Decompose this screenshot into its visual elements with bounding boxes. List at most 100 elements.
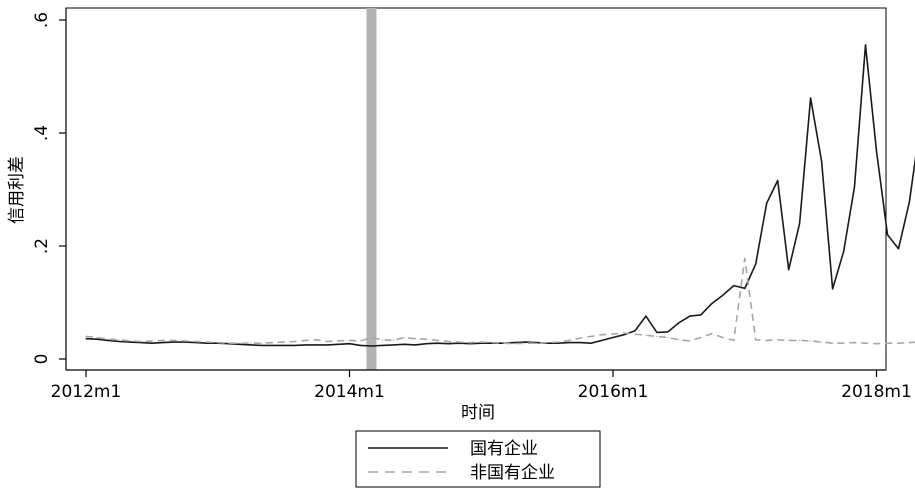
data-point-1-15: [250, 342, 252, 344]
data-point-1-16: [261, 342, 263, 344]
data-point-1-30: [414, 338, 416, 340]
x-tick-label-0: 2012m1: [51, 382, 122, 402]
data-point-0-0: [85, 338, 87, 340]
data-point-0-40: [524, 341, 526, 343]
data-point-1-59: [733, 339, 735, 341]
data-point-0-15: [250, 344, 252, 346]
data-point-1-73: [886, 342, 889, 344]
data-point-1-21: [316, 339, 318, 341]
data-point-0-7: [162, 342, 164, 344]
data-point-0-72: [875, 150, 878, 152]
data-point-1-32: [436, 339, 438, 341]
data-point-0-55: [689, 315, 691, 317]
data-point-0-58: [722, 294, 724, 296]
data-point-0-27: [381, 344, 383, 346]
data-point-1-72: [875, 343, 878, 345]
data-point-0-17: [272, 344, 274, 346]
data-point-0-33: [447, 343, 449, 345]
data-point-0-68: [832, 288, 834, 290]
data-point-1-39: [513, 343, 515, 345]
data-point-0-28: [392, 344, 394, 346]
data-point-1-52: [656, 335, 658, 337]
data-point-0-35: [469, 343, 471, 345]
data-point-0-8: [173, 341, 175, 343]
data-point-0-24: [348, 343, 351, 345]
data-point-0-46: [590, 342, 592, 344]
data-point-1-0: [85, 335, 87, 337]
data-point-0-31: [425, 343, 427, 345]
data-point-1-50: [634, 333, 636, 335]
data-point-1-6: [151, 340, 153, 342]
data-point-0-52: [656, 331, 658, 333]
data-point-1-24: [348, 339, 351, 341]
data-point-0-5: [140, 342, 142, 344]
data-point-1-49: [623, 332, 625, 334]
data-point-1-23: [337, 340, 340, 342]
y-tick-label-0: 0: [32, 354, 52, 365]
data-point-0-23: [337, 343, 340, 345]
data-point-1-36: [480, 341, 482, 343]
data-point-1-26: [370, 336, 373, 339]
data-point-1-38: [502, 342, 504, 344]
data-point-0-50: [634, 330, 636, 332]
data-point-0-69: [843, 251, 845, 253]
data-point-0-4: [129, 341, 131, 343]
data-point-0-6: [151, 342, 153, 344]
data-point-1-12: [217, 342, 219, 344]
x-tick-label-2: 2016m1: [578, 382, 649, 402]
data-point-1-43: [557, 341, 559, 343]
data-point-0-14: [239, 343, 241, 345]
data-point-1-54: [678, 339, 680, 341]
x-tick-label-1: 2014m1: [314, 382, 385, 402]
data-point-1-62: [766, 339, 768, 341]
data-point-1-44: [568, 339, 570, 341]
data-point-1-10: [195, 340, 197, 343]
data-point-1-22: [326, 340, 329, 343]
data-point-0-60: [744, 287, 746, 289]
data-point-1-14: [239, 342, 241, 344]
data-point-1-27: [381, 339, 383, 341]
data-point-0-19: [294, 344, 296, 346]
data-point-1-29: [403, 336, 405, 339]
legend-box: [355, 430, 601, 488]
data-point-0-32: [436, 342, 438, 344]
x-axis-title: 时间: [461, 403, 495, 423]
data-point-0-57: [711, 303, 713, 305]
data-point-1-46: [590, 335, 592, 337]
data-point-1-2: [107, 338, 109, 340]
plot-area: [65, 7, 887, 371]
data-point-0-53: [667, 331, 669, 333]
data-point-1-11: [206, 341, 208, 343]
x-tick-label-3: 2018m1: [841, 382, 912, 402]
data-point-1-34: [458, 341, 460, 343]
data-point-0-22: [326, 344, 329, 346]
data-point-0-45: [579, 342, 581, 344]
data-point-1-45: [579, 337, 581, 339]
data-point-0-64: [788, 269, 790, 271]
data-point-1-41: [535, 342, 537, 344]
data-point-0-66: [810, 97, 812, 99]
data-point-1-58: [722, 336, 724, 339]
data-point-1-20: [305, 339, 307, 341]
data-point-0-16: [261, 344, 263, 346]
data-point-1-68: [832, 342, 834, 344]
data-point-1-67: [821, 341, 823, 343]
data-point-1-1: [96, 336, 98, 339]
data-point-0-47: [601, 339, 603, 341]
data-point-1-37: [491, 342, 493, 344]
data-point-0-62: [766, 202, 768, 204]
data-point-1-5: [140, 340, 142, 343]
data-point-1-9: [184, 340, 186, 342]
data-point-1-31: [425, 338, 427, 340]
data-point-1-13: [228, 342, 230, 344]
data-point-0-56: [700, 314, 702, 316]
data-point-0-70: [853, 186, 856, 188]
data-point-1-28: [392, 339, 394, 341]
data-point-1-19: [294, 340, 296, 343]
data-point-0-1: [96, 338, 98, 340]
data-point-0-71: [864, 44, 867, 46]
data-point-1-18: [283, 341, 285, 343]
data-point-0-59: [733, 285, 735, 287]
data-point-0-30: [414, 344, 416, 346]
